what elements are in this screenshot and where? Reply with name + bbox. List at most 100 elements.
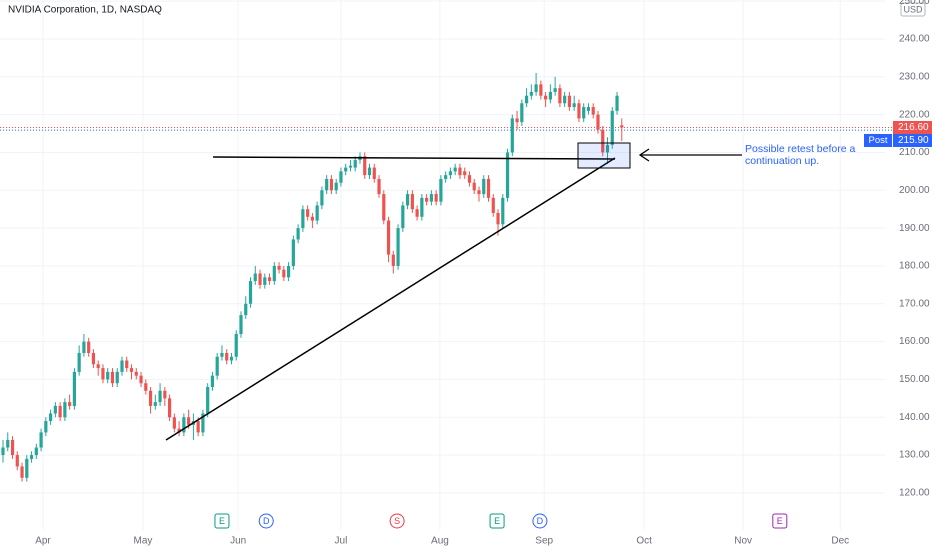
candle-body [110, 371, 115, 384]
candle-body [296, 228, 300, 240]
candle-body [286, 265, 291, 278]
candle-body [196, 421, 200, 433]
candle-body [524, 95, 529, 104]
candle-body [72, 371, 76, 406]
currency: USD [903, 4, 923, 14]
candle-body [515, 118, 519, 123]
candle-body [434, 194, 438, 202]
candle-body [463, 171, 467, 176]
candle-body [429, 194, 433, 202]
candle-body [339, 171, 343, 183]
y-tick-label: 170.00 [899, 298, 930, 309]
event-label: E [219, 516, 225, 526]
candle-body [601, 129, 605, 153]
y-tick-label: 210.00 [899, 147, 930, 158]
candle-body [344, 167, 348, 172]
candle-body [210, 375, 215, 388]
candle-body [68, 402, 72, 406]
candle-body [125, 360, 129, 369]
x-tick-label: Sep [535, 536, 553, 547]
event-label: D [263, 516, 270, 526]
candle-body [258, 273, 262, 285]
candle-body [491, 197, 495, 213]
candle-body [391, 254, 395, 266]
candle-body [220, 352, 224, 357]
x-tick-label: May [133, 536, 152, 547]
candle-body [234, 334, 238, 357]
post-price-badge [893, 133, 932, 147]
candle-body [401, 205, 405, 229]
y-tick-label: 150.00 [899, 374, 930, 385]
candle-body [553, 88, 557, 92]
candle-body [120, 360, 124, 372]
y-tick-label: 250.00 [899, 0, 930, 7]
post-price-tag-badge [864, 133, 892, 147]
candle-body [591, 107, 595, 115]
candle-body [129, 368, 134, 372]
candle-body [263, 277, 267, 285]
candle-body [363, 156, 367, 176]
x-tick-label: Apr [35, 536, 51, 547]
candle-body [167, 398, 172, 418]
candle-body [10, 439, 15, 456]
candle-body [482, 178, 486, 195]
y-tick-label: 240.00 [899, 34, 930, 45]
event-label: S [394, 516, 400, 526]
candle-body [115, 371, 119, 384]
event-icon [532, 513, 548, 529]
arrow-head [638, 148, 650, 162]
candle-body [501, 197, 505, 225]
candle-body [39, 432, 43, 448]
candles [1, 73, 624, 482]
candle-body [486, 178, 491, 198]
candle-body [215, 356, 219, 376]
candle-body [306, 209, 310, 217]
x-tick-label: Dec [831, 536, 849, 547]
candle-body [53, 405, 57, 414]
y-tick-label: 200.00 [899, 185, 930, 196]
x-tick-label: Jun [230, 536, 246, 547]
event-icon [772, 513, 788, 529]
candle-body [229, 356, 234, 361]
candle-body [444, 175, 448, 179]
event-icon [389, 513, 405, 529]
candle-body [58, 405, 62, 418]
candle-body [558, 88, 562, 104]
y-tick-label: 230.00 [899, 71, 930, 82]
candle-body [139, 375, 143, 384]
event-label: E [777, 516, 783, 526]
candle-body [29, 455, 34, 459]
last-price-label: 216.60 [898, 122, 929, 133]
candle-body [448, 171, 453, 176]
candle-body [82, 341, 86, 353]
candle-body [610, 110, 614, 145]
candle-body [367, 167, 372, 176]
candle-body [439, 178, 443, 202]
y-tick-label: 190.00 [899, 223, 930, 234]
y-tick-label: 120.00 [899, 488, 930, 499]
currency-badge [900, 2, 926, 17]
drawings [165, 142, 742, 441]
candle-body [134, 371, 138, 376]
candle-body [382, 194, 386, 221]
candle-body [91, 352, 96, 365]
candle-body [239, 315, 243, 335]
candle-body [272, 265, 276, 282]
candle-body [510, 118, 514, 153]
candle-body [277, 265, 281, 270]
x-tick-label: Oct [636, 536, 652, 547]
candle-body [467, 175, 472, 183]
candle-body [544, 95, 548, 100]
y-tick-label: 140.00 [899, 412, 930, 423]
y-tick-label: 160.00 [899, 336, 930, 347]
candle-body [477, 190, 481, 195]
post-price-tag: Post [868, 135, 887, 146]
candle-body [377, 178, 381, 195]
candle-body [605, 144, 610, 153]
resistance-line [212, 156, 616, 160]
candle-body [44, 421, 48, 433]
candle-body [348, 165, 353, 168]
candle-body [48, 413, 53, 422]
candle-body [282, 269, 286, 278]
